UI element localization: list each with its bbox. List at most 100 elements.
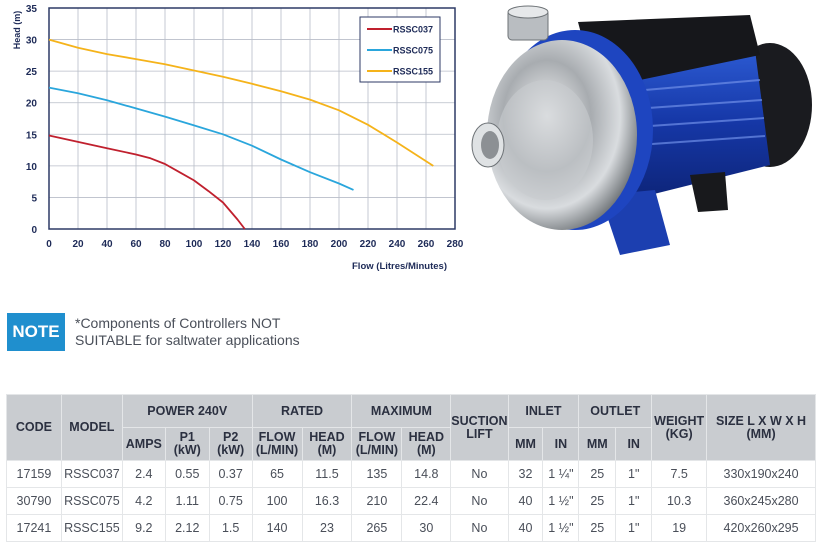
cell-outlet-mm: 25: [578, 460, 617, 488]
cell-p2: 0.37: [208, 460, 253, 488]
svg-text:60: 60: [130, 239, 142, 250]
header-inlet-in: IN: [542, 427, 580, 461]
svg-text:140: 140: [244, 239, 261, 250]
y-axis-label: Head (m): [12, 11, 22, 50]
svg-text:10: 10: [26, 162, 38, 173]
cell-size: 420x260x295: [706, 514, 816, 542]
svg-text:160: 160: [273, 239, 290, 250]
header-maximum: MAXIMUM: [351, 394, 452, 428]
cell-inlet-mm: 40: [507, 487, 544, 515]
cell-p1: 1.11: [164, 487, 210, 515]
svg-text:80: 80: [159, 239, 171, 250]
svg-text:0: 0: [46, 239, 52, 250]
cell-p1: 2.12: [164, 514, 210, 542]
header-amps: AMPS: [121, 427, 166, 461]
svg-text:0: 0: [31, 225, 37, 236]
svg-text:20: 20: [26, 99, 38, 110]
header-max-flow: FLOW (L/MIN): [351, 427, 403, 461]
cell-weight: 7.5: [651, 460, 708, 488]
header-code: CODE: [6, 394, 62, 461]
cell-amps: 9.2: [121, 514, 166, 542]
svg-text:240: 240: [389, 239, 406, 250]
cell-amps: 4.2: [121, 487, 166, 515]
cell-size: 330x190x240: [706, 460, 816, 488]
cell-max-flow: 265: [351, 514, 403, 542]
header-p2: P2 (kW): [208, 427, 253, 461]
svg-text:40: 40: [101, 239, 113, 250]
cell-suction: No: [450, 487, 509, 515]
header-outlet-in: IN: [615, 427, 653, 461]
cell-model: RSSC155: [60, 514, 123, 542]
chart-series: [48, 38, 434, 230]
note-text: *Components of Controllers NOT SUITABLE …: [75, 315, 300, 349]
svg-text:5: 5: [31, 193, 37, 204]
cell-inlet-in: 1 ½": [542, 514, 580, 542]
header-rated: RATED: [251, 394, 353, 428]
pump-product-image: [471, 5, 812, 255]
cell-suction: No: [450, 460, 509, 488]
cell-max-flow: 135: [351, 460, 403, 488]
y-axis-ticks: 0 5 10 15 20 25 30 35: [26, 4, 38, 236]
header-outlet-mm: MM: [578, 427, 617, 461]
cell-max-head: 30: [401, 514, 452, 542]
cell-code: 17241: [6, 514, 62, 542]
header-max-head: HEAD (M): [401, 427, 452, 461]
cell-outlet-in: 1": [615, 460, 653, 488]
header-size: SIZE L X W X H (MM): [706, 394, 816, 461]
svg-text:20: 20: [72, 239, 84, 250]
table-header-row: CODE MODEL POWER 240V RATED MAXIMUM SUCT…: [6, 394, 816, 461]
header-inlet-mm: MM: [507, 427, 544, 461]
svg-text:100: 100: [186, 239, 203, 250]
cell-p2: 1.5: [208, 514, 253, 542]
svg-text:260: 260: [418, 239, 435, 250]
cell-rated-flow: 65: [251, 460, 303, 488]
cell-inlet-in: 1 ½": [542, 487, 580, 515]
svg-text:200: 200: [331, 239, 348, 250]
svg-text:25: 25: [26, 67, 38, 78]
cell-model: RSSC037: [60, 460, 123, 488]
header-rated-flow: FLOW (L/MIN): [251, 427, 303, 461]
chart-legend: RSSC037 RSSC075 RSSC155: [359, 16, 441, 83]
table-body: 17159 RSSC037 2.4 0.55 0.37 65 11.5 135 …: [6, 460, 816, 542]
cell-max-head: 14.8: [401, 460, 452, 488]
cell-rated-head: 23: [301, 514, 353, 542]
table-row: 17159 RSSC037 2.4 0.55 0.37 65 11.5 135 …: [6, 460, 816, 488]
svg-text:RSSC037: RSSC037: [393, 25, 433, 35]
cell-suction: No: [450, 514, 509, 542]
note-badge: NOTE: [7, 313, 65, 351]
cell-inlet-mm: 40: [507, 514, 544, 542]
cell-rated-head: 16.3: [301, 487, 353, 515]
cell-model: RSSC075: [60, 487, 123, 515]
svg-text:120: 120: [215, 239, 232, 250]
header-weight: WEIGHT (KG): [651, 394, 708, 461]
cell-code: 17159: [6, 460, 62, 488]
cell-size: 360x245x280: [706, 487, 816, 515]
spec-table: CODE MODEL POWER 240V RATED MAXIMUM SUCT…: [6, 394, 816, 542]
svg-text:180: 180: [302, 239, 319, 250]
table-row: 17241 RSSC155 9.2 2.12 1.5 140 23 265 30…: [6, 514, 816, 542]
svg-text:220: 220: [360, 239, 377, 250]
cell-inlet-in: 1 ¼": [542, 460, 580, 488]
note-line-2: SUITABLE for saltwater applications: [75, 332, 300, 348]
cell-rated-flow: 100: [251, 487, 303, 515]
cell-p2: 0.75: [208, 487, 253, 515]
svg-text:35: 35: [26, 4, 38, 15]
header-power: POWER 240V: [121, 394, 253, 428]
cell-outlet-mm: 25: [578, 487, 617, 515]
cell-max-head: 22.4: [401, 487, 452, 515]
note-line-1: *Components of Controllers NOT: [75, 315, 281, 331]
cell-outlet-in: 1": [615, 487, 653, 515]
cell-weight: 10.3: [651, 487, 708, 515]
header-rated-head: HEAD (M): [301, 427, 353, 461]
table-subheader-row: AMPS P1 (kW) P2 (kW) FLOW (L/MIN) HEAD (…: [7, 427, 816, 461]
svg-text:30: 30: [26, 36, 38, 47]
header-model: MODEL: [60, 394, 123, 461]
svg-text:RSSC075: RSSC075: [393, 46, 433, 56]
table-row: 30790 RSSC075 4.2 1.11 0.75 100 16.3 210…: [6, 487, 816, 515]
note-callout: NOTE *Components of Controllers NOT SUIT…: [7, 313, 300, 351]
cell-p1: 0.55: [164, 460, 210, 488]
cell-amps: 2.4: [121, 460, 166, 488]
pump-curve-chart: 0 5 10 15 20 25 30 35 0 20 40 60 80 100 120 140 160 180 2…: [12, 4, 464, 272]
cell-inlet-mm: 32: [507, 460, 544, 488]
cell-weight: 19: [651, 514, 708, 542]
